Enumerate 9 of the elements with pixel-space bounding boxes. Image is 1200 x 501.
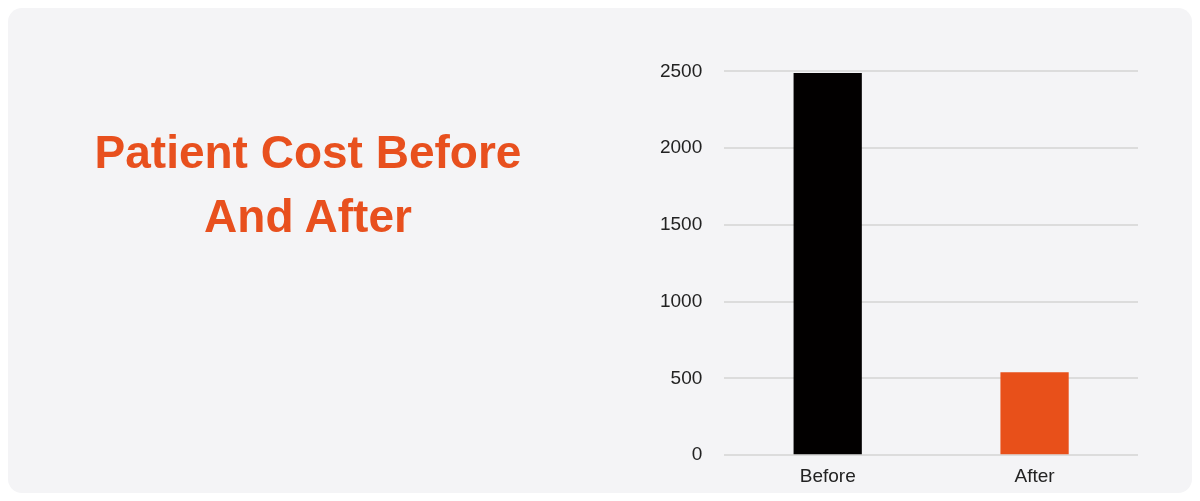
y-tick-label: 2000 — [659, 136, 703, 158]
y-tick-label: 2500 — [659, 59, 703, 81]
y-tick-label: 500 — [670, 366, 703, 388]
y-tick-label: 0 — [691, 443, 703, 465]
y-tick-label: 1500 — [659, 213, 703, 235]
text: Patient Cost Before And After — [93, 125, 523, 244]
x-tick-label: Before — [799, 464, 856, 486]
y-tick-label: 1000 — [659, 289, 703, 311]
x-tick-label: After — [1014, 464, 1056, 486]
